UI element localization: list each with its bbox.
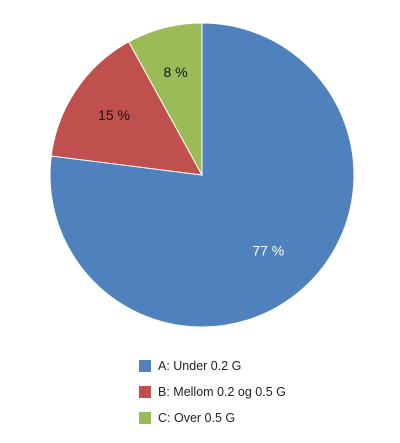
legend-label-c: C: Over 0.5 G	[158, 411, 236, 425]
legend-item-a: A: Under 0.2 G	[139, 355, 286, 377]
legend-label-b: B: Mellom 0.2 og 0.5 G	[158, 385, 286, 399]
legend-swatch-a	[139, 360, 151, 372]
pie-value-label-a: 77 %	[252, 242, 284, 258]
pie-chart: 77 % 15 % 8 %	[49, 22, 355, 328]
legend-swatch-c	[139, 412, 151, 424]
legend: A: Under 0.2 G B: Mellom 0.2 og 0.5 G C:…	[139, 355, 286, 433]
pie-value-label-c: 8 %	[163, 64, 187, 80]
pie-slices	[49, 22, 355, 328]
pie-value-labels: 77 % 15 % 8 %	[98, 64, 284, 258]
legend-item-b: B: Mellom 0.2 og 0.5 G	[139, 381, 286, 403]
pie-slice-c	[128, 22, 203, 176]
legend-swatch-b	[139, 386, 151, 398]
legend-label-a: A: Under 0.2 G	[158, 359, 242, 373]
pie-slice-a	[49, 22, 355, 328]
pie-value-label-b: 15 %	[98, 107, 130, 123]
pie-slice-b	[50, 41, 203, 176]
legend-item-c: C: Over 0.5 G	[139, 407, 286, 429]
